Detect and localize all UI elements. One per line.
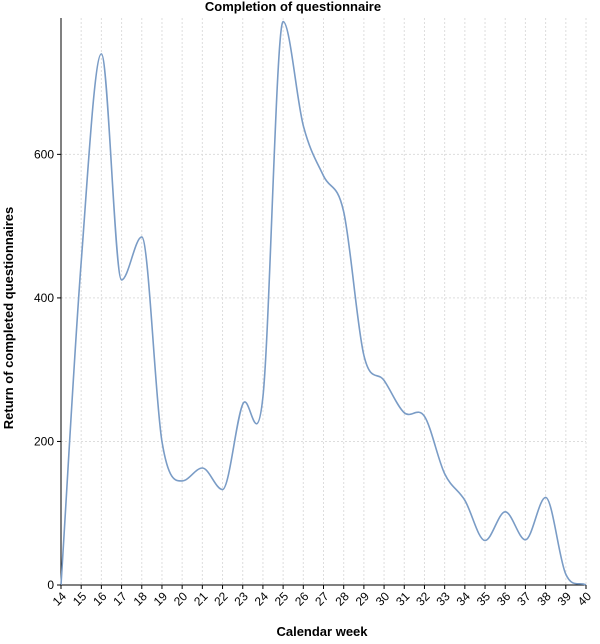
y-axis-ticks: 0 200 400 600	[34, 147, 61, 592]
x-tick-label: 28	[332, 589, 352, 609]
data-point	[484, 539, 486, 541]
x-tick-label: 32	[413, 589, 433, 609]
x-tick-label: 27	[312, 589, 332, 609]
data-point	[383, 379, 385, 381]
data-point	[464, 499, 466, 501]
data-point	[282, 20, 284, 22]
x-tick-label: 33	[433, 589, 453, 609]
x-tick-label: 37	[514, 589, 534, 609]
x-tick-label: 38	[534, 589, 554, 609]
data-point	[544, 496, 546, 498]
x-tick-label: 18	[131, 589, 151, 609]
data-point	[342, 211, 344, 213]
x-tick-label: 20	[171, 589, 191, 609]
data-point	[201, 467, 203, 469]
data-point	[161, 440, 163, 442]
x-tick-label: 31	[393, 589, 413, 609]
data-point	[262, 396, 264, 398]
x-tick-label: 22	[211, 589, 231, 609]
y-tick-label: 600	[34, 147, 54, 161]
data-point	[80, 261, 82, 263]
x-tick-label: 40	[575, 589, 595, 609]
grid-layer	[60, 18, 587, 585]
y-tick-label: 0	[47, 578, 54, 592]
x-tick-label: 36	[494, 589, 514, 609]
data-point	[504, 511, 506, 513]
y-tick-label: 200	[34, 434, 54, 448]
data-point	[443, 473, 445, 475]
x-tick-label: 17	[110, 589, 130, 609]
data-point	[120, 279, 122, 281]
data-point	[403, 412, 405, 414]
x-tick-label: 19	[151, 589, 171, 609]
series-layer	[60, 20, 587, 586]
x-axis-ticks: 14 15 16 17 18 19 20 21 22 23 24 25 26 27 28 29 30 31 32 33…	[50, 585, 595, 609]
data-point	[423, 415, 425, 417]
data-point	[221, 488, 223, 490]
x-tick-label: 25	[272, 589, 292, 609]
x-tick-label: 26	[292, 589, 312, 609]
y-axis-label: Return of completed questionnaires	[1, 207, 16, 429]
chart-title: Completion of questionnaire	[205, 0, 381, 14]
data-point	[363, 354, 365, 356]
x-tick-label: 24	[252, 589, 272, 609]
series-line	[60, 20, 587, 586]
data-point	[242, 403, 244, 405]
x-tick-label: 35	[474, 589, 494, 609]
x-tick-label: 29	[353, 589, 373, 609]
data-point	[100, 53, 102, 55]
data-point	[141, 236, 143, 238]
x-tick-label: 39	[555, 589, 575, 609]
x-tick-label: 30	[373, 589, 393, 609]
data-point	[322, 175, 324, 177]
x-tick-label: 21	[191, 589, 211, 609]
data-point	[302, 124, 304, 126]
data-point	[181, 480, 183, 482]
x-tick-label: 16	[90, 589, 110, 609]
x-axis-label: Calendar week	[276, 624, 368, 639]
data-point	[565, 573, 567, 575]
x-tick-label: 15	[70, 589, 90, 609]
y-tick-label: 400	[34, 291, 54, 305]
x-tick-label: 23	[232, 589, 252, 609]
data-point	[524, 539, 526, 541]
x-tick-label: 34	[454, 589, 474, 609]
